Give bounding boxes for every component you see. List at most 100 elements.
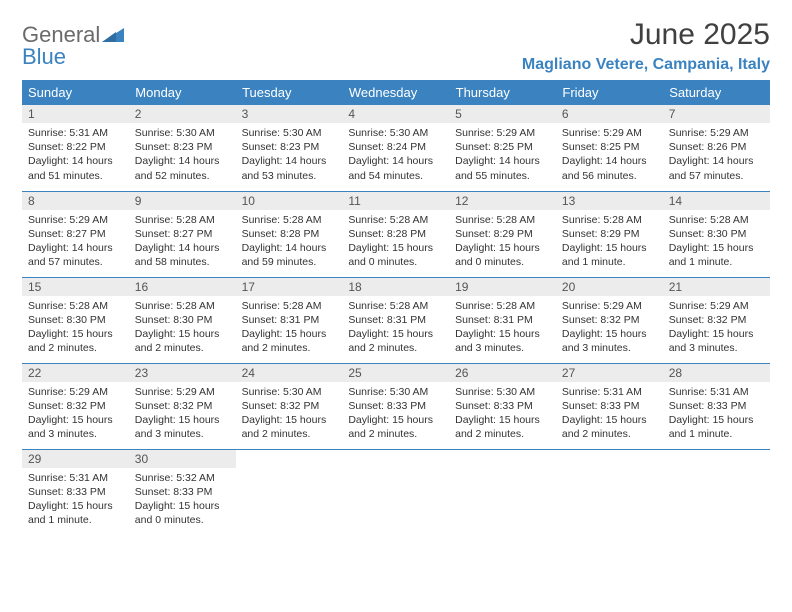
day-number: 27 bbox=[556, 364, 663, 382]
day-cell: 21Sunrise: 5:29 AMSunset: 8:32 PMDayligh… bbox=[663, 277, 770, 363]
location: Magliano Vetere, Campania, Italy bbox=[522, 56, 770, 74]
day-line-d2: and 1 minute. bbox=[28, 513, 123, 527]
day-line-ss: Sunset: 8:30 PM bbox=[28, 313, 123, 327]
day-cell: 9Sunrise: 5:28 AMSunset: 8:27 PMDaylight… bbox=[129, 191, 236, 277]
day-number: 23 bbox=[129, 364, 236, 382]
day-cell: 26Sunrise: 5:30 AMSunset: 8:33 PMDayligh… bbox=[449, 363, 556, 449]
day-body: Sunrise: 5:28 AMSunset: 8:29 PMDaylight:… bbox=[556, 210, 663, 276]
weekday-saturday: Saturday bbox=[663, 80, 770, 105]
day-line-d1: Daylight: 14 hours bbox=[455, 154, 550, 168]
day-line-d2: and 0 minutes. bbox=[348, 255, 443, 269]
day-line-ss: Sunset: 8:31 PM bbox=[348, 313, 443, 327]
day-number: 14 bbox=[663, 192, 770, 210]
day-cell: 16Sunrise: 5:28 AMSunset: 8:30 PMDayligh… bbox=[129, 277, 236, 363]
day-number: 26 bbox=[449, 364, 556, 382]
day-line-ss: Sunset: 8:29 PM bbox=[455, 227, 550, 241]
day-line-d1: Daylight: 15 hours bbox=[455, 413, 550, 427]
day-line-d2: and 3 minutes. bbox=[28, 427, 123, 441]
day-line-d2: and 1 minute. bbox=[669, 427, 764, 441]
day-line-d2: and 2 minutes. bbox=[242, 427, 337, 441]
day-line-ss: Sunset: 8:33 PM bbox=[562, 399, 657, 413]
day-number: 7 bbox=[663, 105, 770, 123]
day-line-ss: Sunset: 8:32 PM bbox=[135, 399, 230, 413]
day-line-sr: Sunrise: 5:28 AM bbox=[135, 213, 230, 227]
day-line-ss: Sunset: 8:32 PM bbox=[562, 313, 657, 327]
day-body: Sunrise: 5:29 AMSunset: 8:27 PMDaylight:… bbox=[22, 210, 129, 276]
header: General Blue June 2025 Magliano Vetere, … bbox=[22, 18, 770, 74]
day-body: Sunrise: 5:30 AMSunset: 8:33 PMDaylight:… bbox=[342, 382, 449, 448]
day-line-sr: Sunrise: 5:28 AM bbox=[28, 299, 123, 313]
day-line-sr: Sunrise: 5:30 AM bbox=[242, 126, 337, 140]
day-line-sr: Sunrise: 5:29 AM bbox=[28, 213, 123, 227]
day-cell: 4Sunrise: 5:30 AMSunset: 8:24 PMDaylight… bbox=[342, 105, 449, 191]
day-line-ss: Sunset: 8:23 PM bbox=[135, 140, 230, 154]
day-line-d1: Daylight: 15 hours bbox=[28, 413, 123, 427]
day-body: Sunrise: 5:28 AMSunset: 8:27 PMDaylight:… bbox=[129, 210, 236, 276]
day-body: Sunrise: 5:29 AMSunset: 8:32 PMDaylight:… bbox=[663, 296, 770, 362]
day-line-d1: Daylight: 14 hours bbox=[28, 241, 123, 255]
day-cell bbox=[236, 449, 343, 535]
logo: General Blue bbox=[22, 24, 124, 68]
day-line-d1: Daylight: 14 hours bbox=[242, 241, 337, 255]
day-line-d2: and 55 minutes. bbox=[455, 169, 550, 183]
weekday-sunday: Sunday bbox=[22, 80, 129, 105]
day-cell: 27Sunrise: 5:31 AMSunset: 8:33 PMDayligh… bbox=[556, 363, 663, 449]
day-line-sr: Sunrise: 5:29 AM bbox=[562, 126, 657, 140]
day-body: Sunrise: 5:28 AMSunset: 8:31 PMDaylight:… bbox=[342, 296, 449, 362]
day-number: 3 bbox=[236, 105, 343, 123]
logo-triangle-icon bbox=[102, 26, 124, 42]
day-line-sr: Sunrise: 5:29 AM bbox=[135, 385, 230, 399]
day-line-d1: Daylight: 14 hours bbox=[135, 154, 230, 168]
day-cell: 12Sunrise: 5:28 AMSunset: 8:29 PMDayligh… bbox=[449, 191, 556, 277]
day-line-ss: Sunset: 8:24 PM bbox=[348, 140, 443, 154]
day-line-sr: Sunrise: 5:30 AM bbox=[348, 385, 443, 399]
day-line-d1: Daylight: 15 hours bbox=[135, 499, 230, 513]
day-cell: 24Sunrise: 5:30 AMSunset: 8:32 PMDayligh… bbox=[236, 363, 343, 449]
day-cell: 18Sunrise: 5:28 AMSunset: 8:31 PMDayligh… bbox=[342, 277, 449, 363]
day-cell: 1Sunrise: 5:31 AMSunset: 8:22 PMDaylight… bbox=[22, 105, 129, 191]
day-line-sr: Sunrise: 5:30 AM bbox=[135, 126, 230, 140]
day-line-ss: Sunset: 8:26 PM bbox=[669, 140, 764, 154]
day-line-ss: Sunset: 8:33 PM bbox=[348, 399, 443, 413]
day-line-ss: Sunset: 8:28 PM bbox=[242, 227, 337, 241]
day-line-sr: Sunrise: 5:28 AM bbox=[135, 299, 230, 313]
day-line-d2: and 3 minutes. bbox=[455, 341, 550, 355]
day-line-d1: Daylight: 15 hours bbox=[562, 413, 657, 427]
day-line-d1: Daylight: 14 hours bbox=[28, 154, 123, 168]
day-body: Sunrise: 5:29 AMSunset: 8:32 PMDaylight:… bbox=[129, 382, 236, 448]
day-line-ss: Sunset: 8:33 PM bbox=[669, 399, 764, 413]
day-line-d1: Daylight: 15 hours bbox=[562, 241, 657, 255]
day-line-d2: and 52 minutes. bbox=[135, 169, 230, 183]
day-body: Sunrise: 5:28 AMSunset: 8:30 PMDaylight:… bbox=[129, 296, 236, 362]
day-line-d1: Daylight: 15 hours bbox=[455, 327, 550, 341]
day-body: Sunrise: 5:28 AMSunset: 8:28 PMDaylight:… bbox=[236, 210, 343, 276]
day-cell: 2Sunrise: 5:30 AMSunset: 8:23 PMDaylight… bbox=[129, 105, 236, 191]
day-body: Sunrise: 5:29 AMSunset: 8:25 PMDaylight:… bbox=[556, 123, 663, 189]
day-cell bbox=[342, 449, 449, 535]
day-cell: 17Sunrise: 5:28 AMSunset: 8:31 PMDayligh… bbox=[236, 277, 343, 363]
day-line-d1: Daylight: 15 hours bbox=[348, 327, 443, 341]
calendar-table: Sunday Monday Tuesday Wednesday Thursday… bbox=[22, 80, 770, 535]
day-line-d1: Daylight: 15 hours bbox=[562, 327, 657, 341]
day-body: Sunrise: 5:30 AMSunset: 8:33 PMDaylight:… bbox=[449, 382, 556, 448]
day-body: Sunrise: 5:28 AMSunset: 8:28 PMDaylight:… bbox=[342, 210, 449, 276]
day-line-d2: and 2 minutes. bbox=[28, 341, 123, 355]
day-number: 24 bbox=[236, 364, 343, 382]
day-line-d1: Daylight: 15 hours bbox=[669, 241, 764, 255]
day-line-ss: Sunset: 8:23 PM bbox=[242, 140, 337, 154]
day-line-d1: Daylight: 15 hours bbox=[242, 327, 337, 341]
day-body: Sunrise: 5:28 AMSunset: 8:31 PMDaylight:… bbox=[449, 296, 556, 362]
day-line-d2: and 57 minutes. bbox=[28, 255, 123, 269]
day-line-d2: and 2 minutes. bbox=[562, 427, 657, 441]
week-row: 15Sunrise: 5:28 AMSunset: 8:30 PMDayligh… bbox=[22, 277, 770, 363]
day-line-ss: Sunset: 8:30 PM bbox=[135, 313, 230, 327]
day-line-sr: Sunrise: 5:32 AM bbox=[135, 471, 230, 485]
month-title: June 2025 bbox=[522, 18, 770, 52]
day-body: Sunrise: 5:30 AMSunset: 8:23 PMDaylight:… bbox=[236, 123, 343, 189]
day-line-sr: Sunrise: 5:28 AM bbox=[348, 213, 443, 227]
day-cell: 11Sunrise: 5:28 AMSunset: 8:28 PMDayligh… bbox=[342, 191, 449, 277]
day-cell: 30Sunrise: 5:32 AMSunset: 8:33 PMDayligh… bbox=[129, 449, 236, 535]
day-number: 22 bbox=[22, 364, 129, 382]
day-line-d1: Daylight: 15 hours bbox=[669, 327, 764, 341]
day-line-sr: Sunrise: 5:28 AM bbox=[242, 213, 337, 227]
